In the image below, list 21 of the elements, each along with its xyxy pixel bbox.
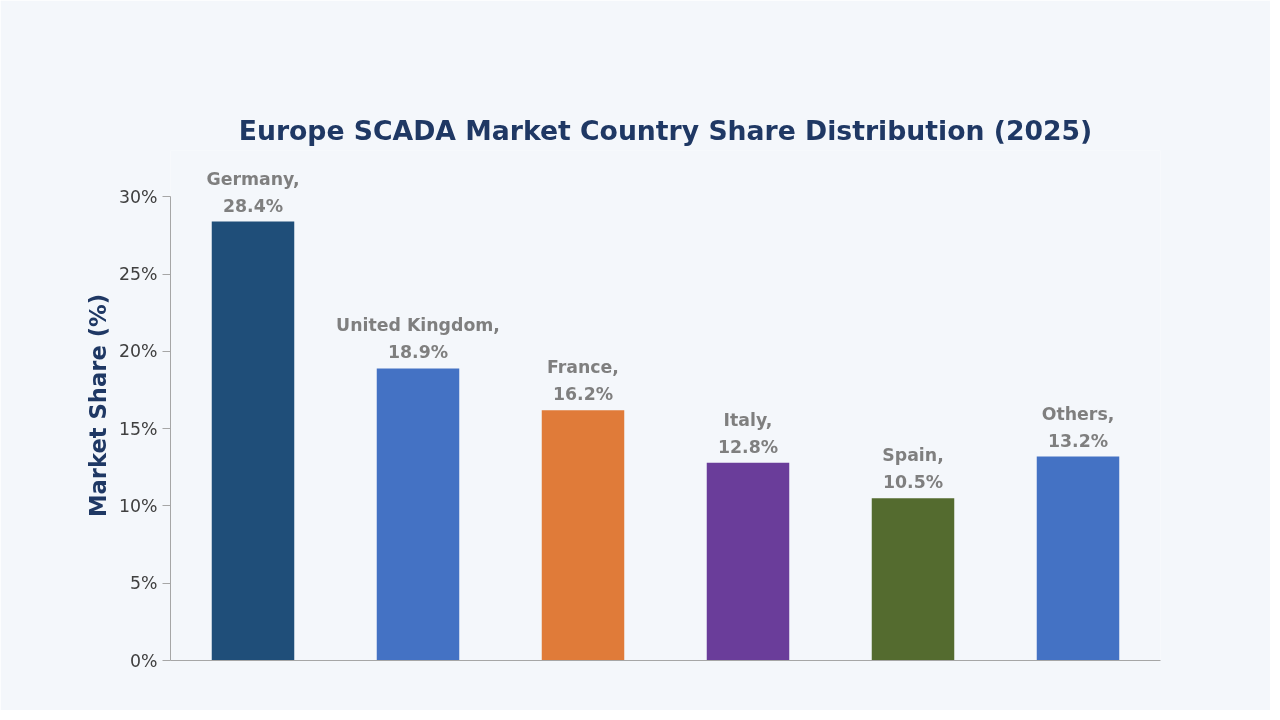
data-label: Spain, 10.5%	[882, 445, 944, 493]
bar	[376, 368, 460, 661]
chart-title: Europe SCADA Market Country Share Distribution (2025)	[238, 114, 1093, 146]
y-tick-label: 15%	[118, 418, 158, 439]
bar	[706, 462, 790, 661]
y-tick-label: 10%	[118, 495, 158, 516]
bar	[211, 221, 295, 661]
data-label: Others, 13.2%	[1041, 403, 1115, 451]
data-label: United Kingdom, 18.9%	[336, 315, 500, 363]
bar	[541, 410, 625, 661]
y-tick-label: 5%	[130, 573, 158, 594]
y-tick-label: 20%	[118, 341, 158, 362]
y-tick-label: 25%	[118, 264, 158, 285]
data-label: Germany, 28.4%	[206, 168, 300, 216]
y-tick-label: 0%	[130, 650, 158, 671]
data-label: Italy, 12.8%	[717, 409, 779, 457]
bar	[871, 498, 955, 661]
bar	[1036, 456, 1120, 661]
y-axis-title: Market Share (%)	[84, 293, 111, 518]
data-label: France, 16.2%	[547, 357, 619, 405]
y-tick-label: 30%	[118, 186, 158, 207]
